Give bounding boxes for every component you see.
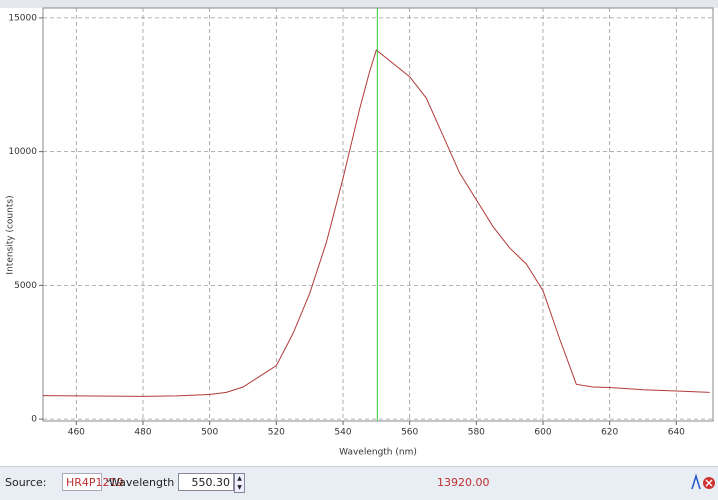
x-tick-label: 640 [668, 428, 685, 438]
x-tick-label: 480 [134, 428, 151, 438]
y-tick-label: 5000 [14, 281, 37, 291]
x-tick-label: 560 [401, 428, 418, 438]
toolbar-icons [691, 473, 715, 490]
source-dropdown[interactable]: HR4P1219 [62, 473, 124, 491]
y-tick-label: 10000 [8, 147, 37, 157]
y-axis-label: Intensity (counts) [6, 195, 16, 274]
source-label: Source: [5, 476, 47, 489]
source-value: HR4P1219 [66, 476, 124, 489]
top-strip [0, 0, 718, 8]
x-tick-label: 580 [468, 428, 485, 438]
spinner[interactable]: ▲ ▼ [234, 473, 245, 493]
peak-icon[interactable] [691, 473, 701, 490]
plot-area [42, 7, 714, 422]
y-tick-label: 0 [31, 415, 37, 425]
wavelength-value: 550.30 [191, 476, 231, 489]
chart: Wavelength (nm) Intensity (counts) 0 5000… [0, 0, 718, 458]
x-tick-label: 540 [334, 428, 351, 438]
x-tick-label: 500 [201, 428, 218, 438]
dropdown-arrow[interactable]: ⌄ [104, 474, 113, 485]
y-tick-label: 15000 [8, 13, 37, 23]
spectrum-line [42, 49, 710, 397]
x-tick-label: 620 [601, 428, 618, 438]
x-tick-label: 460 [68, 428, 85, 438]
intensity-readout: 13920.00 [437, 476, 490, 489]
wavelength-input[interactable]: 550.30 [178, 473, 234, 491]
x-axis-label: Wavelength (nm) [339, 448, 417, 458]
x-tick-label: 600 [534, 428, 551, 438]
x-tick-label: 520 [268, 428, 285, 438]
toolbar: Source: HR4P1219 ⌄ Wavelength (nm): 550.… [0, 466, 718, 500]
